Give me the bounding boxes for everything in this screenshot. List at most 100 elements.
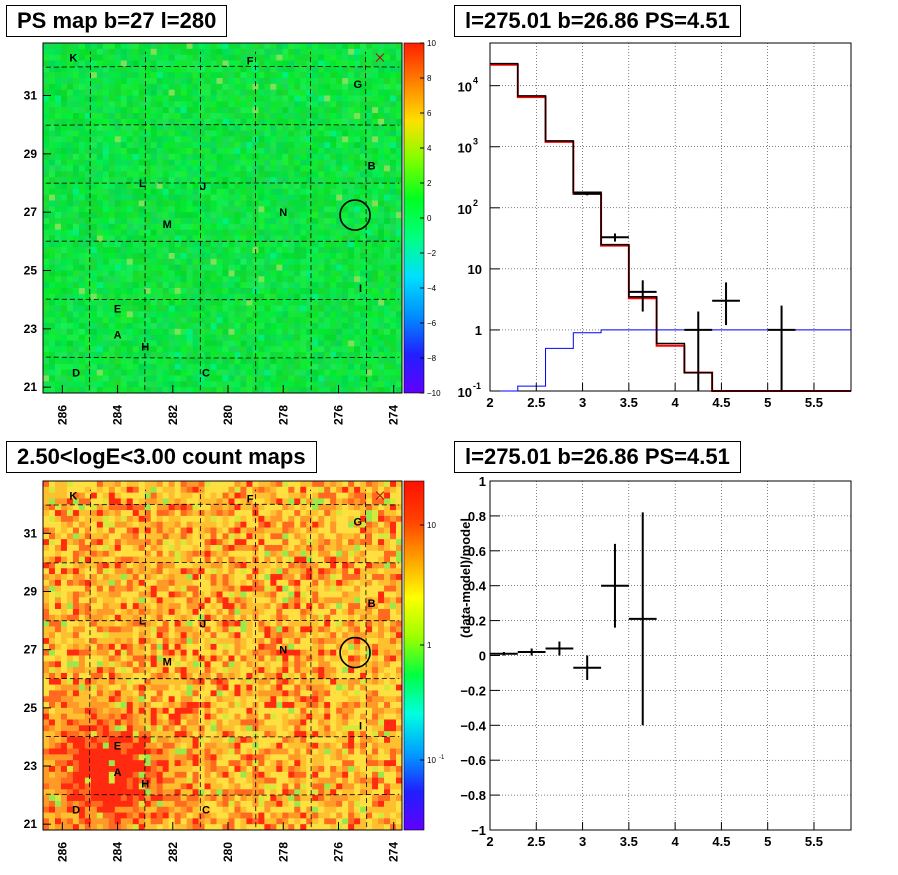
heatmap-cell xyxy=(138,702,146,709)
heatmap-cell xyxy=(270,317,277,324)
heatmap-cell xyxy=(132,241,140,248)
heatmap-cell xyxy=(168,194,176,201)
heatmap-cell xyxy=(294,358,301,365)
heatmap-cell xyxy=(282,183,289,190)
heatmap-cell xyxy=(66,43,74,50)
heatmap-cell xyxy=(108,153,116,161)
heatmap-cell xyxy=(198,113,205,120)
heatmap-cell xyxy=(192,340,199,347)
heatmap-cell xyxy=(264,212,271,219)
heatmap-cell xyxy=(90,328,98,336)
heatmap-cell xyxy=(372,107,379,114)
heatmap-cell xyxy=(156,323,164,330)
heatmap-cell xyxy=(84,200,92,207)
heatmap-cell xyxy=(162,183,170,190)
x-tick-label: 274 xyxy=(387,405,401,425)
heatmap-cell xyxy=(60,118,68,126)
heatmap-cell xyxy=(60,556,68,563)
heatmap-cell xyxy=(186,375,193,382)
heatmap-cell xyxy=(72,118,80,126)
heatmap-cell xyxy=(186,142,193,149)
heatmap-cell xyxy=(192,276,199,283)
heatmap-cell xyxy=(204,107,211,114)
heatmap-cell xyxy=(216,165,223,172)
heatmap-cell xyxy=(252,276,259,283)
heatmap-cell xyxy=(228,107,235,114)
heatmap-cell xyxy=(132,101,140,108)
heatmap-cell xyxy=(288,369,295,376)
heatmap-cell xyxy=(276,177,283,184)
heatmap-cell xyxy=(120,206,128,213)
heatmap-cell xyxy=(180,235,187,242)
heatmap-cell xyxy=(96,638,104,645)
heatmap-cell xyxy=(348,183,355,190)
heatmap-cell xyxy=(138,690,146,697)
heatmap-cell xyxy=(360,153,367,161)
heatmap-cell xyxy=(96,696,104,703)
heatmap-cell xyxy=(78,690,86,697)
heatmap-cell xyxy=(120,800,128,808)
heatmap-cell xyxy=(228,101,235,108)
heatmap-cell xyxy=(48,824,56,831)
heatmap-cell xyxy=(150,795,158,802)
heatmap-cell xyxy=(270,346,277,353)
heatmap-cell xyxy=(366,78,373,85)
heatmap-cell xyxy=(60,527,68,534)
heatmap-cell xyxy=(288,194,295,201)
heatmap-cell xyxy=(162,218,170,225)
heatmap-cell xyxy=(366,183,373,190)
heatmap-cell xyxy=(192,101,199,108)
heatmap-cell xyxy=(156,107,164,114)
heatmap-cell xyxy=(288,159,295,166)
heatmap-cell xyxy=(72,678,80,685)
heatmap-cell xyxy=(282,78,289,85)
heatmap-cell xyxy=(144,43,152,50)
heatmap-cell xyxy=(150,247,158,254)
heatmap-cell xyxy=(48,241,56,248)
heatmap-cell xyxy=(210,83,217,91)
heatmap-cell xyxy=(180,177,187,184)
heatmap-cell xyxy=(168,818,176,825)
heatmap-cell xyxy=(372,340,379,347)
heatmap-cell xyxy=(48,655,56,662)
heatmap-cell xyxy=(66,299,74,306)
heatmap-cell xyxy=(72,194,80,201)
heatmap-cell xyxy=(162,713,170,720)
heatmap-cell xyxy=(54,579,62,587)
heatmap-cell xyxy=(126,696,134,703)
heatmap-cell xyxy=(60,136,68,143)
heatmap-cell xyxy=(66,800,74,808)
heatmap-cell xyxy=(90,608,98,616)
heatmap-cell xyxy=(234,118,241,126)
heatmap-cell xyxy=(90,60,98,67)
heatmap-cell xyxy=(342,247,349,254)
heatmap-cell xyxy=(132,702,140,709)
heatmap-cell xyxy=(288,200,295,207)
heatmap-cell xyxy=(168,83,176,91)
heatmap-cell xyxy=(96,812,104,819)
heatmap-cell xyxy=(222,200,229,207)
heatmap-cell xyxy=(384,78,391,85)
heatmap-cell xyxy=(144,725,152,732)
heatmap-cell xyxy=(90,719,98,726)
heatmap-cell xyxy=(114,311,122,318)
heatmap-cell xyxy=(366,113,373,120)
heatmap-cell xyxy=(108,638,116,645)
heatmap-cell xyxy=(102,713,110,720)
heatmap-cell xyxy=(282,387,289,394)
heatmap-cell xyxy=(396,165,403,172)
heatmap-cell xyxy=(390,159,397,166)
heatmap-cell xyxy=(96,678,104,685)
heatmap-cell xyxy=(114,620,122,627)
heatmap-cell xyxy=(216,253,223,260)
heatmap-cell xyxy=(96,305,104,312)
heatmap-cell xyxy=(120,707,128,715)
heatmap-cell xyxy=(192,72,199,79)
heatmap-cell xyxy=(162,492,170,499)
heatmap-cell xyxy=(108,521,116,528)
heatmap-cell xyxy=(384,72,391,79)
heatmap-cell xyxy=(96,579,104,587)
heatmap-cell xyxy=(138,568,146,575)
heatmap-cell xyxy=(168,159,176,166)
heatmap-cell xyxy=(306,43,313,50)
